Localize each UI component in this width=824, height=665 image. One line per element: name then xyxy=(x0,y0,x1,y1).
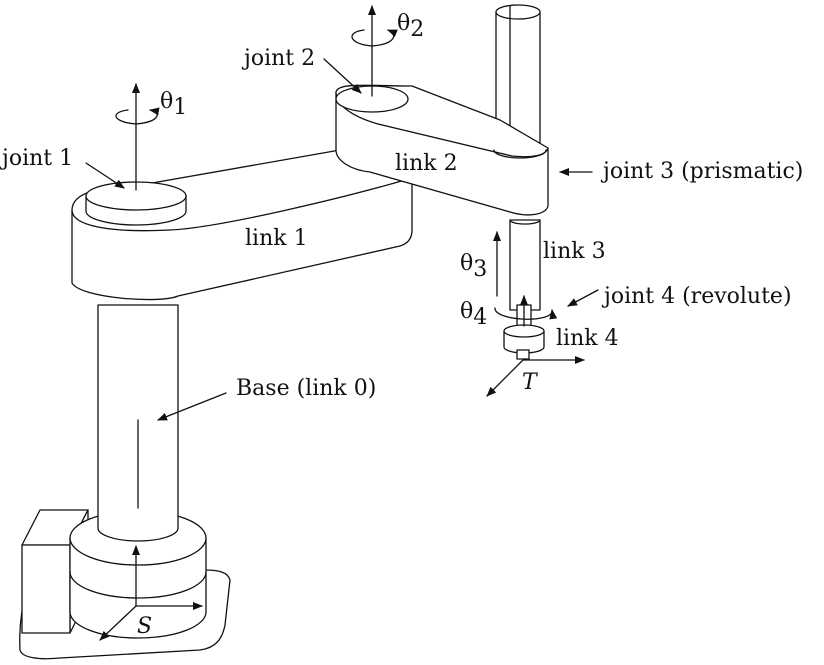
theta-4-arrow xyxy=(494,295,558,327)
frame-t-axes xyxy=(486,356,585,397)
symbol-theta-3: θ3 xyxy=(460,251,487,282)
label-link-4: link 4 xyxy=(556,326,619,351)
symbol-frame-s: S xyxy=(137,614,152,639)
theta-2-axis xyxy=(351,5,398,97)
joint-1-hub xyxy=(85,181,187,226)
leader-joint-1 xyxy=(85,162,125,189)
theta-1-axis xyxy=(115,83,160,191)
link-3-rod xyxy=(509,219,541,328)
symbol-frame-t: T xyxy=(522,370,539,395)
label-link-1: link 1 xyxy=(245,226,308,251)
base-column xyxy=(97,304,179,542)
symbol-theta-1: θ1 xyxy=(160,89,187,120)
frame-s-axes xyxy=(99,545,203,641)
leader-base xyxy=(157,392,227,421)
label-joint-2: joint 2 xyxy=(241,46,315,71)
label-joint-4: joint 4 (revolute) xyxy=(601,284,792,309)
label-link-2: link 2 xyxy=(395,151,458,176)
label-base: Base (link 0) xyxy=(236,376,376,401)
label-joint-1: joint 1 xyxy=(0,146,73,171)
symbol-theta-4: θ4 xyxy=(460,299,487,330)
link-4-body xyxy=(503,324,545,360)
leader-joint-4 xyxy=(567,289,599,307)
label-joint-3: joint 3 (prismatic) xyxy=(600,159,803,184)
leader-joint-2 xyxy=(323,58,362,94)
symbol-theta-2: θ2 xyxy=(397,11,424,42)
label-link-3: link 3 xyxy=(543,239,606,264)
